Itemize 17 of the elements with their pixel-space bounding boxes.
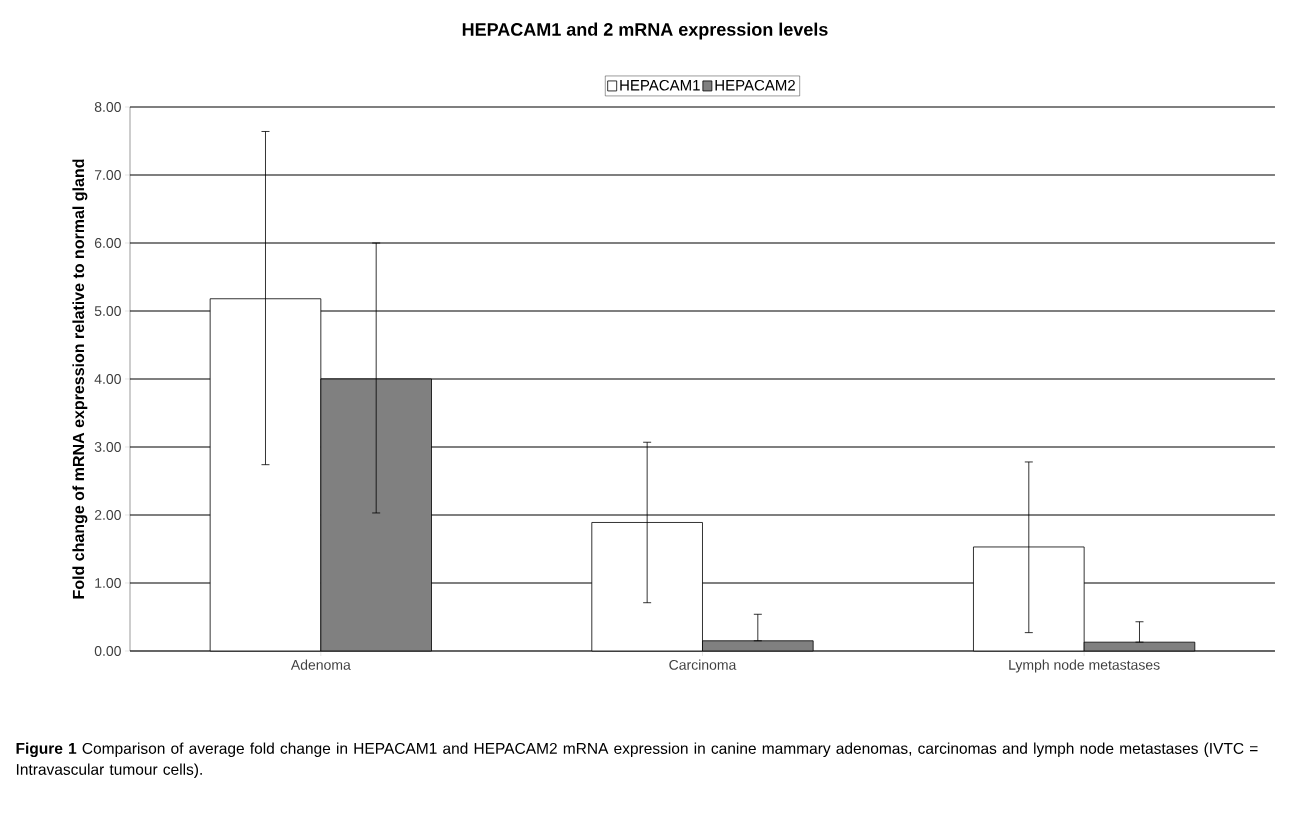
y-tick-label: 5.00	[94, 306, 121, 316]
y-tick-label: 3.00	[94, 442, 121, 452]
legend-label: HEPACAM2	[715, 79, 795, 91]
y-tick-label: 2.00	[94, 510, 121, 520]
y-axis-title: Fold change of mRNA expression relative to normal gland	[72, 159, 88, 599]
x-tick-label: Carcinoma	[669, 659, 737, 670]
chart-title: HEPACAM1 and 2 mRNA expression levels	[462, 22, 828, 40]
y-tick-label: 4.00	[94, 374, 121, 384]
x-tick-label: Adenoma	[290, 659, 351, 670]
y-tick-label: 8.00	[94, 102, 121, 112]
y-tick-label: 7.00	[94, 170, 121, 180]
y-tick-label: 0.00	[94, 646, 121, 656]
y-tick-label: 1.00	[95, 578, 121, 588]
legend-label: HEPACAM1	[620, 79, 700, 91]
y-tick-label: 6.00	[94, 238, 121, 248]
text: Figure 1 Comparison of average fold change in HEPACAM1 and HEPACAM2 mRNA expression in canine mammary adenomas, carcinomas and lymph node metastases (IVTC = Intravascular tumour cells).	[16, 742, 1258, 778]
x-tick-label: Lymph node metastases	[1009, 659, 1160, 673]
